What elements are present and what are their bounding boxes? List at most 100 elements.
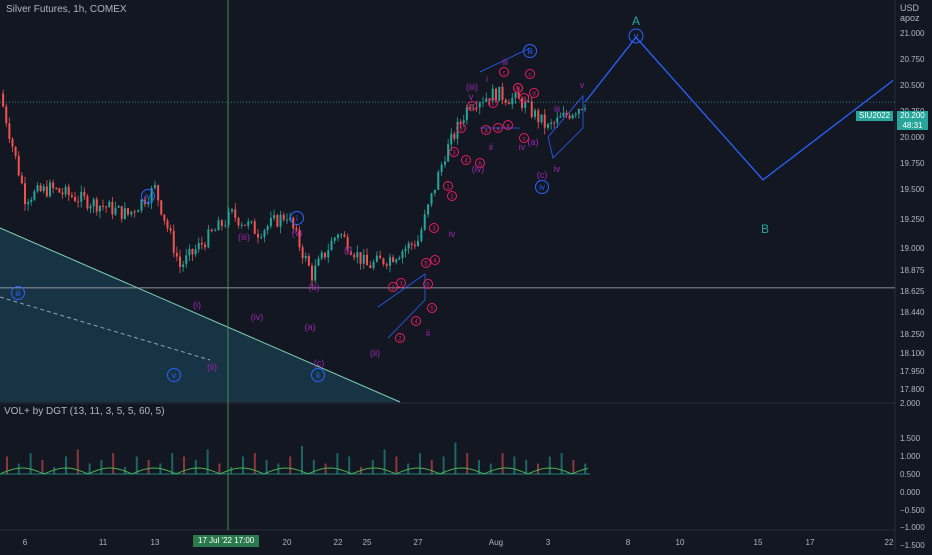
candle-body: [2, 93, 5, 107]
candle-body: [67, 186, 70, 196]
wave-label-small-12: 3: [459, 127, 463, 133]
candle-body: [27, 201, 30, 205]
candle-body: [353, 254, 356, 258]
wave-circle-small-25: [529, 88, 539, 98]
price-tick-13: 18.100: [900, 349, 925, 358]
candle-body: [8, 123, 11, 139]
wave-circle-small-15: [475, 158, 485, 168]
wave-circle-major-2: [290, 211, 304, 225]
candle-body: [375, 255, 378, 262]
time-tick-2: 13: [151, 538, 160, 547]
wedge-right: [547, 94, 584, 159]
candle-body: [58, 188, 61, 193]
time-tick-5: 20: [283, 538, 292, 547]
candle-body: [349, 251, 352, 255]
candle-body: [366, 254, 368, 266]
candle-body: [346, 236, 349, 252]
candle-body: [577, 108, 580, 114]
candle-body: [175, 252, 178, 257]
candle-body: [250, 221, 253, 223]
wave-label-major-3: v: [172, 371, 176, 380]
wave-label-minor-3: (ii): [207, 362, 217, 372]
candle-body: [92, 199, 95, 207]
candle-body: [227, 211, 230, 226]
indicator-tick-0: 1.500: [900, 434, 921, 443]
wave-label-small-25: d: [532, 92, 535, 98]
candle-body: [105, 206, 108, 208]
candle-body: [427, 204, 430, 215]
wave-circle-small-12: [456, 123, 466, 133]
wave-circle-small-9: [447, 191, 457, 201]
candle-body: [568, 115, 571, 119]
wave-label-small-3: 4: [414, 320, 418, 326]
wave-label-minor-22: v: [469, 92, 474, 102]
wave-label-small-26: B: [516, 87, 520, 93]
wave-label-small-23: c: [523, 137, 526, 143]
candle-body: [501, 86, 504, 100]
candle-body: [260, 237, 263, 239]
wave-circle-small-11: [449, 147, 459, 157]
candle-body: [314, 265, 317, 281]
volume-bar-47: [560, 453, 563, 474]
volume-bar-11: [135, 456, 138, 474]
candle-body: [298, 229, 301, 248]
volume-bar-12: [147, 460, 150, 474]
candle-body: [301, 247, 304, 259]
volume-bar-0: [6, 456, 8, 474]
candle-body: [269, 218, 272, 227]
candle-body: [166, 220, 169, 229]
candle-body: [273, 215, 276, 219]
last-price: 20.200: [900, 111, 925, 120]
candle-body: [398, 257, 401, 260]
volume-bar-14: [171, 453, 174, 474]
wave-circle-small-4: [423, 279, 433, 289]
wave-label-minor-0: (iii): [238, 232, 250, 242]
volume-bar-45: [537, 463, 539, 474]
price-tick-11: 18.440: [900, 308, 925, 317]
candle-body: [534, 110, 536, 117]
candle-body: [163, 214, 166, 221]
currency-unit: apoz: [900, 13, 920, 23]
candle-body: [154, 185, 156, 189]
volume-wave-line: [0, 467, 589, 475]
candle-body: [197, 242, 200, 250]
candle-body: [182, 264, 185, 267]
candle-body: [559, 116, 562, 118]
volume-bar-5: [65, 456, 67, 474]
candle-body: [286, 219, 288, 221]
wave-label-small-22: d: [522, 97, 525, 103]
candle-body: [472, 107, 475, 109]
candle-body: [550, 122, 553, 124]
wave-label-small-13: 4: [464, 159, 468, 165]
wave-circle-small-5: [427, 303, 437, 313]
wave-label-minor-13: (c): [537, 170, 548, 180]
wave-label-minor-15: ii: [426, 328, 430, 338]
volume-bar-41: [489, 463, 492, 474]
volume-bar-33: [395, 456, 398, 474]
candle-body: [74, 196, 76, 202]
wave-circle-major-3: [167, 368, 181, 382]
candle-body: [420, 229, 423, 241]
wave-label-major-1: iv: [145, 192, 151, 201]
wave-label-minor-14: iv: [449, 229, 456, 239]
candle-body: [304, 256, 307, 259]
wave-label-minor-7: (c): [314, 358, 325, 368]
time-tick-7: 25: [363, 538, 372, 547]
indicator-tick-2: 0.500: [900, 470, 921, 479]
volume-bar-39: [466, 453, 469, 474]
candle-body: [440, 164, 443, 173]
volume-bar-44: [525, 460, 528, 474]
candle-body: [114, 207, 117, 215]
wave-label-small-10: 1: [446, 185, 450, 191]
volume-bar-10: [124, 467, 126, 474]
time-tick-14: 17: [806, 538, 815, 547]
wave-label-major-0: iii: [15, 289, 21, 298]
time-tick-10: 3: [546, 538, 551, 547]
candle-body: [64, 186, 67, 195]
candle-body: [117, 206, 120, 208]
candle-body: [356, 252, 359, 258]
candle-body: [102, 205, 104, 207]
volume-bar-25: [301, 446, 303, 474]
